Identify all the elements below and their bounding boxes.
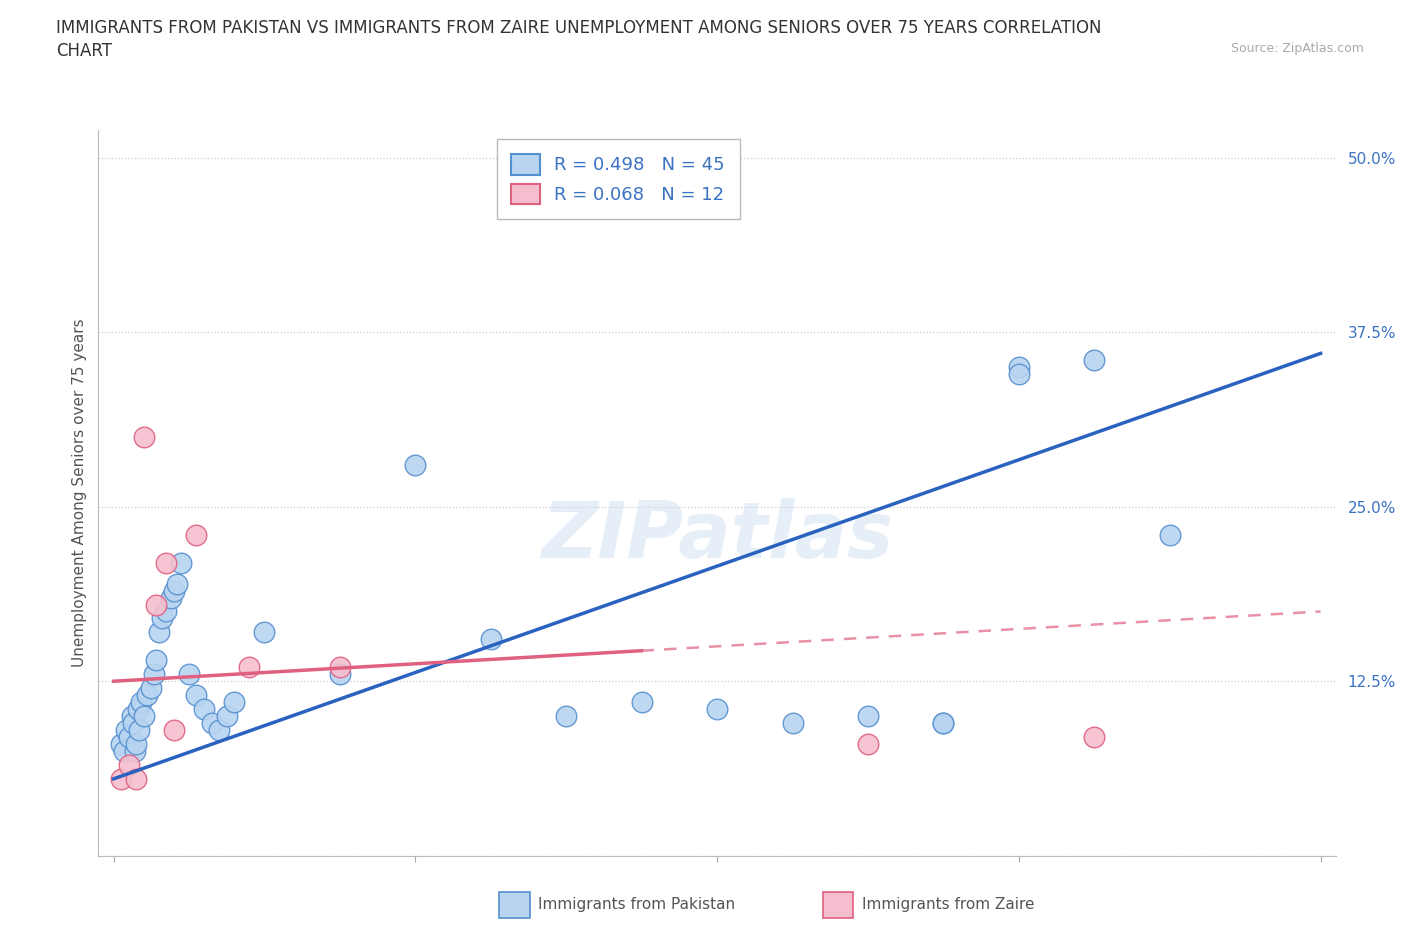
Text: ZIPatlas: ZIPatlas <box>541 498 893 575</box>
Point <box>155 604 177 619</box>
Point <box>555 709 578 724</box>
Point <box>155 555 177 570</box>
Text: Immigrants from Zaire: Immigrants from Zaire <box>862 897 1035 912</box>
Point <box>129 695 152 710</box>
Point <box>148 625 170 640</box>
Point <box>117 757 139 772</box>
Point <box>329 667 352 682</box>
Point <box>125 737 148 751</box>
Point <box>224 695 246 710</box>
Point <box>238 660 260 675</box>
Point <box>121 709 143 724</box>
Point <box>132 709 155 724</box>
Point <box>782 716 804 731</box>
Point <box>163 583 186 598</box>
Point <box>630 695 652 710</box>
Point <box>141 681 163 696</box>
Point <box>166 576 188 591</box>
Point <box>117 729 139 744</box>
Point <box>110 737 132 751</box>
Point <box>114 723 136 737</box>
Point <box>125 772 148 787</box>
Point <box>145 653 167 668</box>
Y-axis label: Unemployment Among Seniors over 75 years: Unemployment Among Seniors over 75 years <box>72 319 87 667</box>
Point <box>1159 527 1181 542</box>
Point <box>1008 367 1031 382</box>
Text: Immigrants from Pakistan: Immigrants from Pakistan <box>538 897 735 912</box>
Point <box>112 744 135 759</box>
Point <box>932 716 955 731</box>
Point <box>856 709 879 724</box>
Point <box>124 744 146 759</box>
Text: IMMIGRANTS FROM PAKISTAN VS IMMIGRANTS FROM ZAIRE UNEMPLOYMENT AMONG SENIORS OVE: IMMIGRANTS FROM PAKISTAN VS IMMIGRANTS F… <box>56 19 1102 36</box>
Point <box>193 701 215 716</box>
Point <box>135 688 157 703</box>
Point <box>170 555 193 570</box>
Point <box>1008 360 1031 375</box>
Text: CHART: CHART <box>56 42 112 60</box>
Point <box>186 527 208 542</box>
Point <box>932 716 955 731</box>
Point <box>215 709 238 724</box>
Point <box>122 716 145 731</box>
Point <box>1083 729 1105 744</box>
Point <box>856 737 879 751</box>
Point <box>706 701 728 716</box>
Point <box>200 716 222 731</box>
Text: Source: ZipAtlas.com: Source: ZipAtlas.com <box>1230 42 1364 55</box>
Point <box>163 723 186 737</box>
Point <box>110 772 132 787</box>
Point <box>404 458 426 472</box>
Point <box>150 611 173 626</box>
Point <box>145 597 167 612</box>
Point <box>127 701 149 716</box>
Point <box>253 625 276 640</box>
Point <box>128 723 150 737</box>
Point <box>1083 352 1105 367</box>
Point <box>208 723 231 737</box>
Point <box>160 591 183 605</box>
Point <box>177 667 200 682</box>
Point <box>329 660 352 675</box>
Point <box>186 688 208 703</box>
Point <box>143 667 166 682</box>
Point <box>479 632 502 647</box>
Point <box>132 430 155 445</box>
Legend: R = 0.498   N = 45, R = 0.068   N = 12: R = 0.498 N = 45, R = 0.068 N = 12 <box>496 140 740 219</box>
